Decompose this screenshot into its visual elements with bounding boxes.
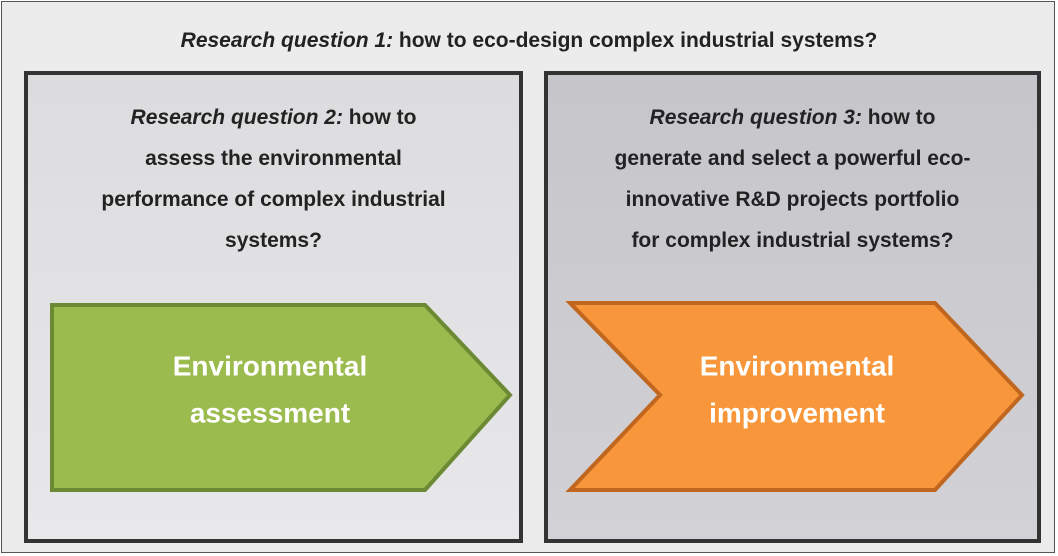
arrow-label: Environmental — [173, 350, 367, 381]
question-2: Research question 2: how to assess the e… — [28, 97, 519, 261]
line: Research question 2: how to — [28, 97, 519, 138]
question-label: Research question 2: — [130, 106, 343, 129]
question-text: assess the environmental — [145, 147, 402, 170]
arrow-label: improvement — [709, 397, 885, 428]
arrow-improvement — [565, 301, 1025, 492]
question-label: Research question 1: — [180, 29, 394, 52]
arrow-assessment — [50, 303, 513, 492]
arrow-label: Environmental — [700, 350, 894, 381]
question-3: Research question 3: how to generate and… — [548, 97, 1037, 261]
question-text: innovative R&D projects portfolio — [625, 188, 960, 211]
line: Research question 3: how to — [548, 97, 1037, 138]
arrow-label: assessment — [190, 397, 350, 428]
question-text: for complex industrial systems? — [631, 229, 954, 252]
question-label: Research question 3: — [649, 106, 862, 129]
question-text: generate and select a powerful eco- — [614, 147, 971, 170]
question-text: how to eco-design complex industrial sys… — [398, 29, 878, 52]
question-1: Research question 1: how to eco-design c… — [2, 29, 1056, 53]
question-text: systems? — [225, 229, 322, 252]
question-text: performance of complex industrial — [101, 188, 446, 211]
question-text: how to — [348, 106, 417, 129]
question-text: how to — [867, 106, 936, 129]
